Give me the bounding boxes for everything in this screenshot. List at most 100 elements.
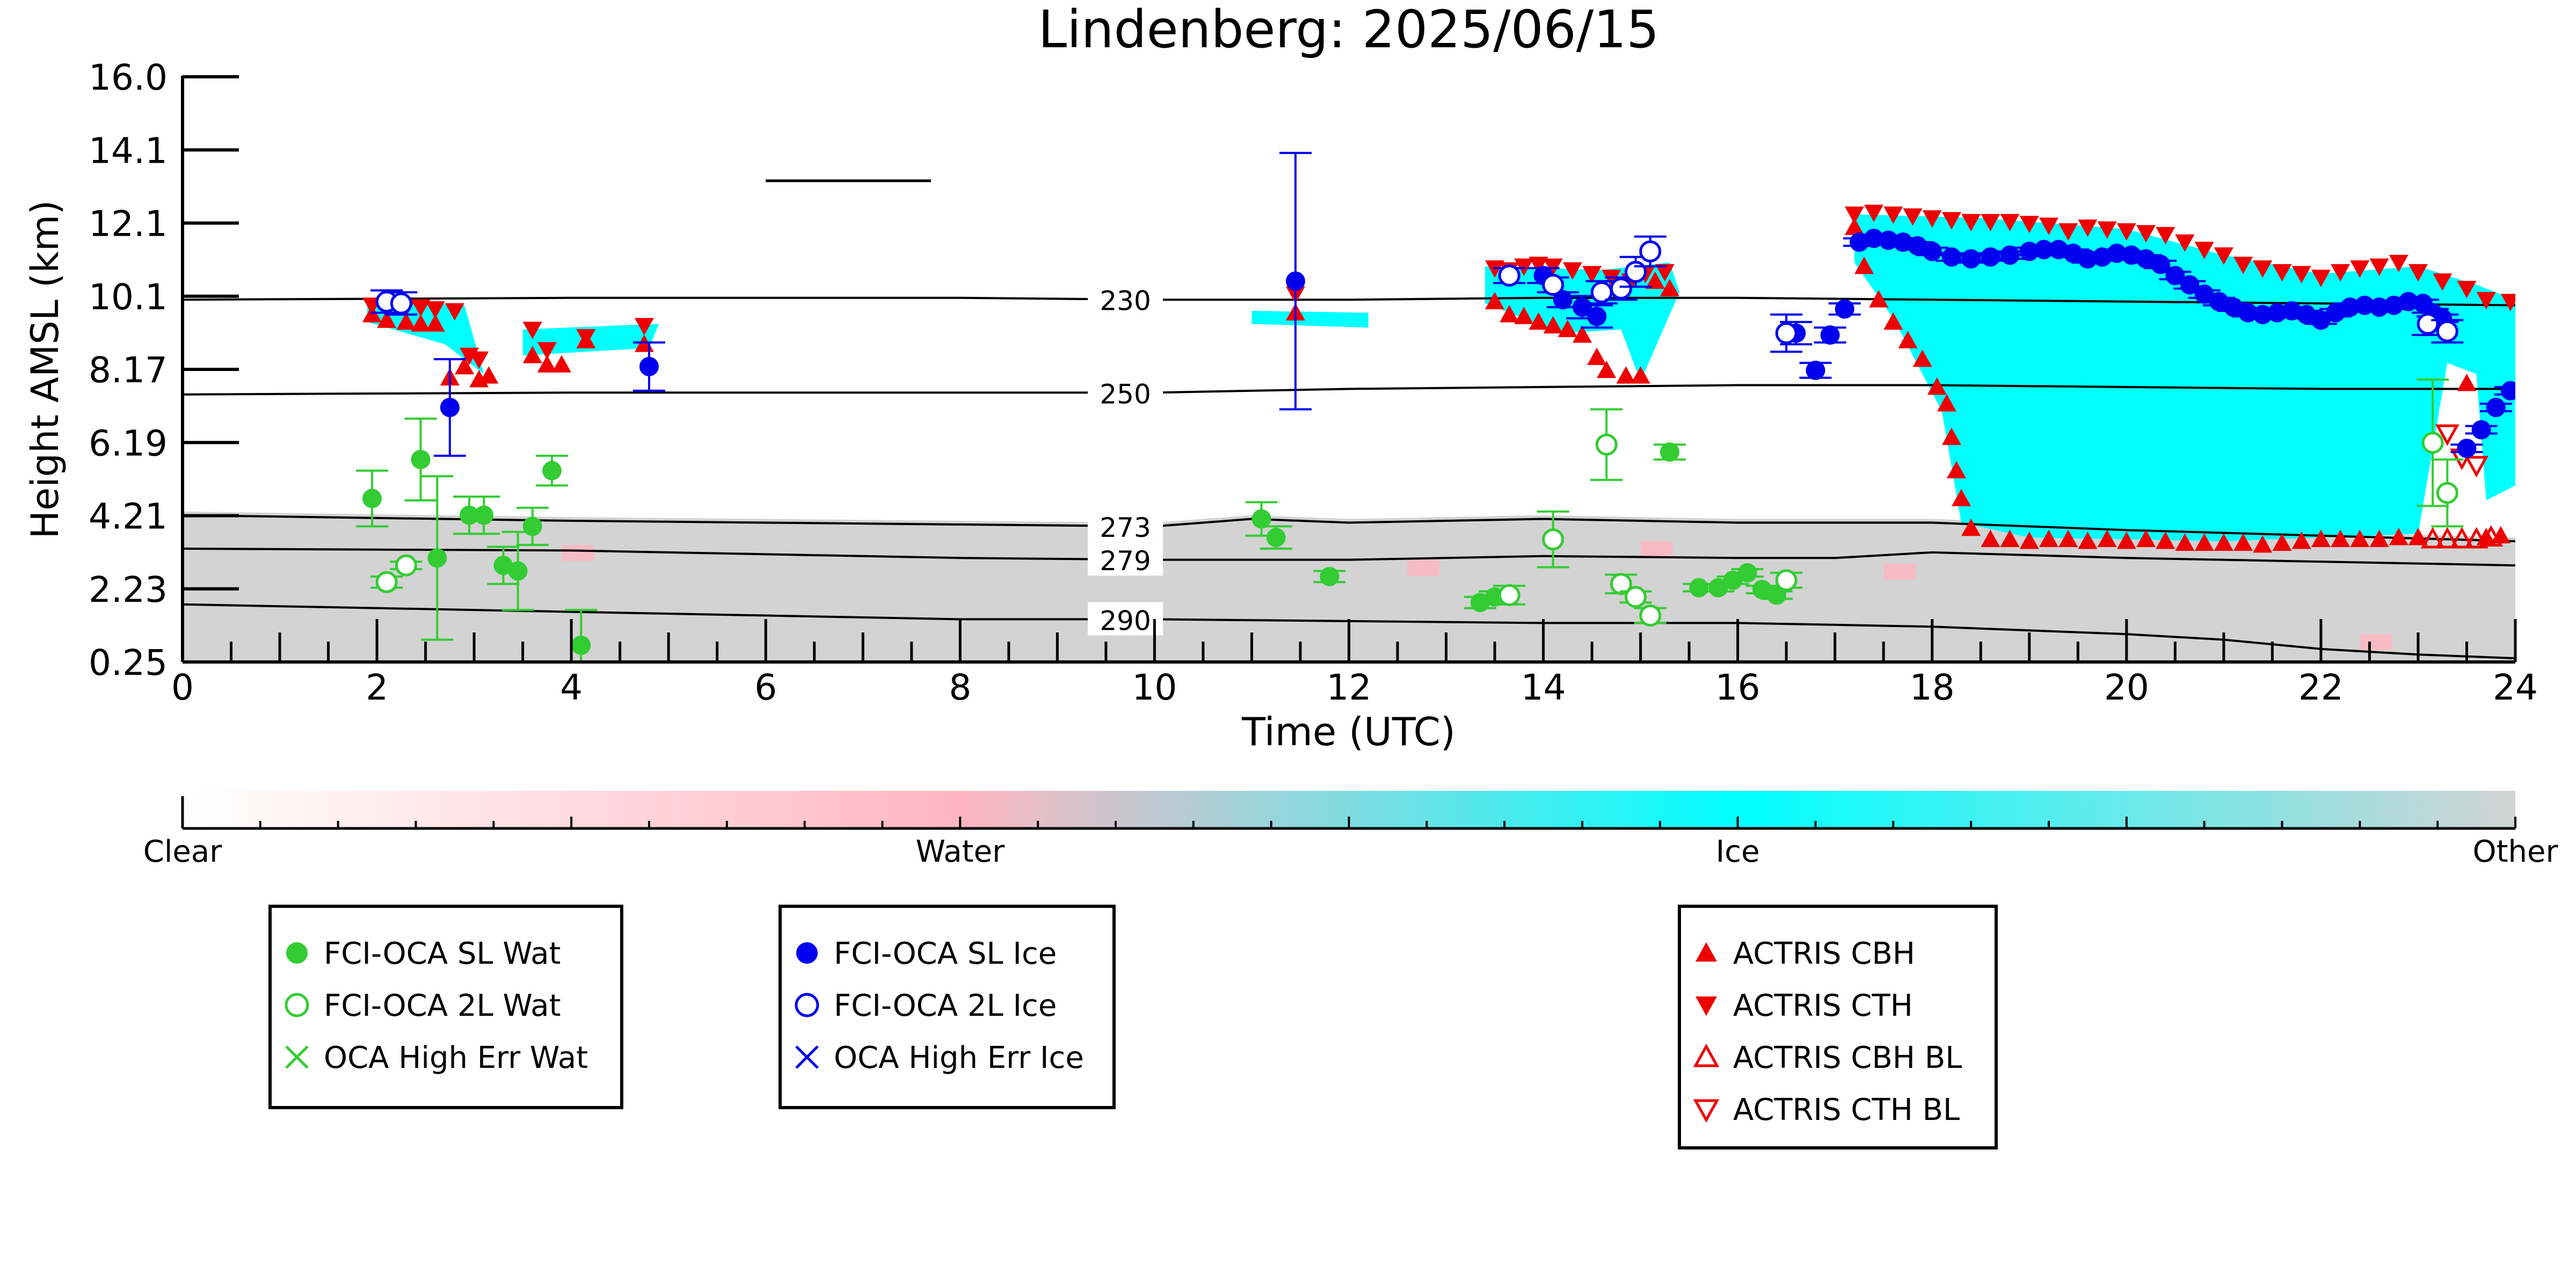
fci-oca-2l-wat-point-0 bbox=[375, 571, 398, 593]
chart-title: Lindenberg: 2025/06/15 bbox=[1038, 0, 1660, 60]
actris-cth-point-50 bbox=[2350, 260, 2370, 278]
actris-cth-point-35 bbox=[2058, 223, 2078, 241]
fci-oca-sl-wat-point-5 bbox=[493, 556, 513, 576]
fci-oca-sl-ice-point-41 bbox=[2311, 310, 2331, 330]
actris-cbh-point-44 bbox=[2058, 529, 2078, 548]
fci-oca-sl-wat-point-2 bbox=[427, 548, 447, 568]
actris-cth-point-54 bbox=[2433, 273, 2453, 291]
x-tick-label-12: 24 bbox=[2493, 667, 2538, 708]
water-class-patch-0 bbox=[562, 545, 594, 561]
fci-oca-2l-wat-point-2 bbox=[1498, 584, 1520, 606]
actris-cbh-point-27 bbox=[1660, 279, 1679, 296]
fci-oca-sl-ice-point-54 bbox=[2500, 381, 2515, 401]
fci-oca-sl-ice-point-22 bbox=[2034, 239, 2054, 259]
fci-oca-sl-ice-point-19 bbox=[1981, 247, 2000, 267]
actris-cbh-point-6 bbox=[455, 356, 475, 375]
fci-oca-sl-wat-point-7 bbox=[522, 516, 542, 536]
ice-class-region-3 bbox=[522, 324, 659, 356]
legend-label-actris-cbh-bl: ACTRIS CBH BL bbox=[1733, 1040, 1962, 1075]
actris-cth-bl-point-0 bbox=[2435, 424, 2459, 446]
legend-box-2: ACTRIS CBH ACTRIS CTH ACTRIS CBH BL ACTRIS … bbox=[1678, 905, 1998, 1149]
fci-oca-sl-wat-point-21 bbox=[1767, 585, 1787, 605]
actris-cbh-point-29 bbox=[1854, 256, 1874, 274]
fci-oca-sl-wat-point-11 bbox=[1266, 528, 1286, 548]
x-tick-label-9: 18 bbox=[1910, 667, 1955, 708]
actris-cbh-point-21 bbox=[1573, 325, 1592, 343]
series-actris-cth bbox=[362, 205, 2515, 369]
series-fci-oca-sl-wat bbox=[356, 417, 1793, 662]
fci-oca-sl-ice-point-1 bbox=[639, 356, 659, 376]
actris-cbh-bl-point-4 bbox=[2479, 525, 2503, 547]
colorbar-label-water: Water bbox=[916, 834, 1006, 869]
actris-cbh-point-38 bbox=[1952, 489, 1971, 506]
series-fci-oca-2l-wat bbox=[370, 379, 2464, 627]
contour-label-bg-273 bbox=[1088, 508, 1163, 542]
actris-cbh-point-10 bbox=[537, 355, 557, 373]
x-tick-label-1: 2 bbox=[366, 667, 388, 708]
actris-cbh-point-16 bbox=[1500, 304, 1519, 323]
fci-oca-2l-wat-point-9 bbox=[2421, 432, 2444, 454]
fci-oca-sl-ice-point-0 bbox=[440, 397, 460, 417]
fci-oca-sl-wat-point-19 bbox=[1737, 563, 1757, 583]
actris-cbh-point-61 bbox=[2389, 528, 2408, 545]
actris-cbh-point-60 bbox=[2369, 529, 2389, 548]
contour-label-bg-290 bbox=[1088, 602, 1163, 636]
legend-label-actris-cth: ACTRIS CTH bbox=[1733, 988, 1913, 1023]
actris-cth-point-47 bbox=[2291, 266, 2311, 283]
fci-oca-sl-ice-point-6 bbox=[1587, 307, 1607, 326]
actris-cth-point-31 bbox=[1981, 214, 2000, 231]
cloud-classification-field bbox=[183, 179, 2515, 662]
actris-cbh-point-37 bbox=[1947, 461, 1967, 478]
actris-cth-point-42 bbox=[2194, 242, 2214, 259]
actris-cth-point-16 bbox=[1529, 257, 1548, 274]
actris-cth-point-34 bbox=[2039, 217, 2058, 235]
actris-cbh-point-3 bbox=[411, 314, 431, 332]
fci-oca-sl-ice-point-52 bbox=[2471, 420, 2491, 440]
y-axis-label: Height AMSL (km) bbox=[23, 200, 67, 539]
fci-oca-sl-wat-point-1 bbox=[411, 449, 431, 469]
fci-oca-2l-ice-point-5 bbox=[1610, 277, 1632, 300]
x-tick-label-5: 10 bbox=[1132, 667, 1177, 708]
fci-oca-sl-ice-point-42 bbox=[2326, 303, 2346, 323]
water-class-patch-4 bbox=[2360, 634, 2392, 651]
data-markers bbox=[356, 151, 2515, 662]
actris-cbh-point-57 bbox=[2311, 529, 2331, 548]
actris-cth-point-19 bbox=[1582, 266, 1602, 283]
series-fci-oca-sl-ice bbox=[433, 151, 2515, 459]
fci-oca-sl-ice-point-18 bbox=[1961, 249, 1981, 269]
legend-label-fci-oca-sl-wat: FCI-OCA SL Wat bbox=[324, 936, 561, 971]
legend-label-actris-cth-bl: ACTRIS CTH BL bbox=[1733, 1093, 1960, 1127]
fci-oca-sl-wat-point-18 bbox=[1723, 570, 1743, 590]
contour-label-bg-230 bbox=[1088, 282, 1163, 316]
contour-label-250: 250 bbox=[1100, 379, 1151, 410]
ice-class-region-4 bbox=[1251, 311, 1369, 328]
phase-colorbar: Clear Water Ice Other bbox=[143, 791, 2558, 869]
fci-oca-sl-wat-point-20 bbox=[1752, 580, 1772, 600]
actris-cth-point-3 bbox=[411, 299, 431, 317]
legend-box-1: FCI-OCA SL Ice FCI-OCA 2L Ice OCA High Err… bbox=[778, 905, 1116, 1109]
fci-oca-sl-ice-point-29 bbox=[2136, 249, 2156, 269]
legend-marker-fci-oca-2l-ice bbox=[795, 993, 819, 1017]
fci-oca-sl-ice-point-4 bbox=[1553, 290, 1573, 310]
actris-cth-point-53 bbox=[2408, 264, 2428, 282]
fci-oca-2l-wat-point-1 bbox=[395, 554, 417, 577]
x-tick-label-7: 14 bbox=[1521, 667, 1566, 708]
actris-cth-point-25 bbox=[1864, 205, 1884, 222]
actris-cth-point-29 bbox=[1941, 212, 1961, 230]
x-tick-label-3: 6 bbox=[754, 667, 777, 708]
actris-cth-point-7 bbox=[469, 351, 489, 369]
actris-cbh-point-30 bbox=[1869, 290, 1889, 308]
fci-oca-sl-ice-point-34 bbox=[2209, 292, 2229, 311]
actris-cth-point-51 bbox=[2369, 258, 2389, 276]
ice-class-region-0 bbox=[1854, 214, 2515, 542]
actris-cbh-point-62 bbox=[2408, 528, 2428, 545]
actris-cth-point-45 bbox=[2253, 260, 2273, 278]
actris-cbh-point-19 bbox=[1543, 316, 1563, 334]
colorbar-label-clear: Clear bbox=[143, 834, 222, 869]
x-tick-label-11: 22 bbox=[2298, 667, 2344, 708]
water-class-patch-2 bbox=[1640, 541, 1673, 558]
actris-cbh-point-17 bbox=[1514, 307, 1534, 324]
actris-cth-point-24 bbox=[1844, 206, 1864, 224]
actris-cbh-bl-point-3 bbox=[2464, 527, 2488, 549]
